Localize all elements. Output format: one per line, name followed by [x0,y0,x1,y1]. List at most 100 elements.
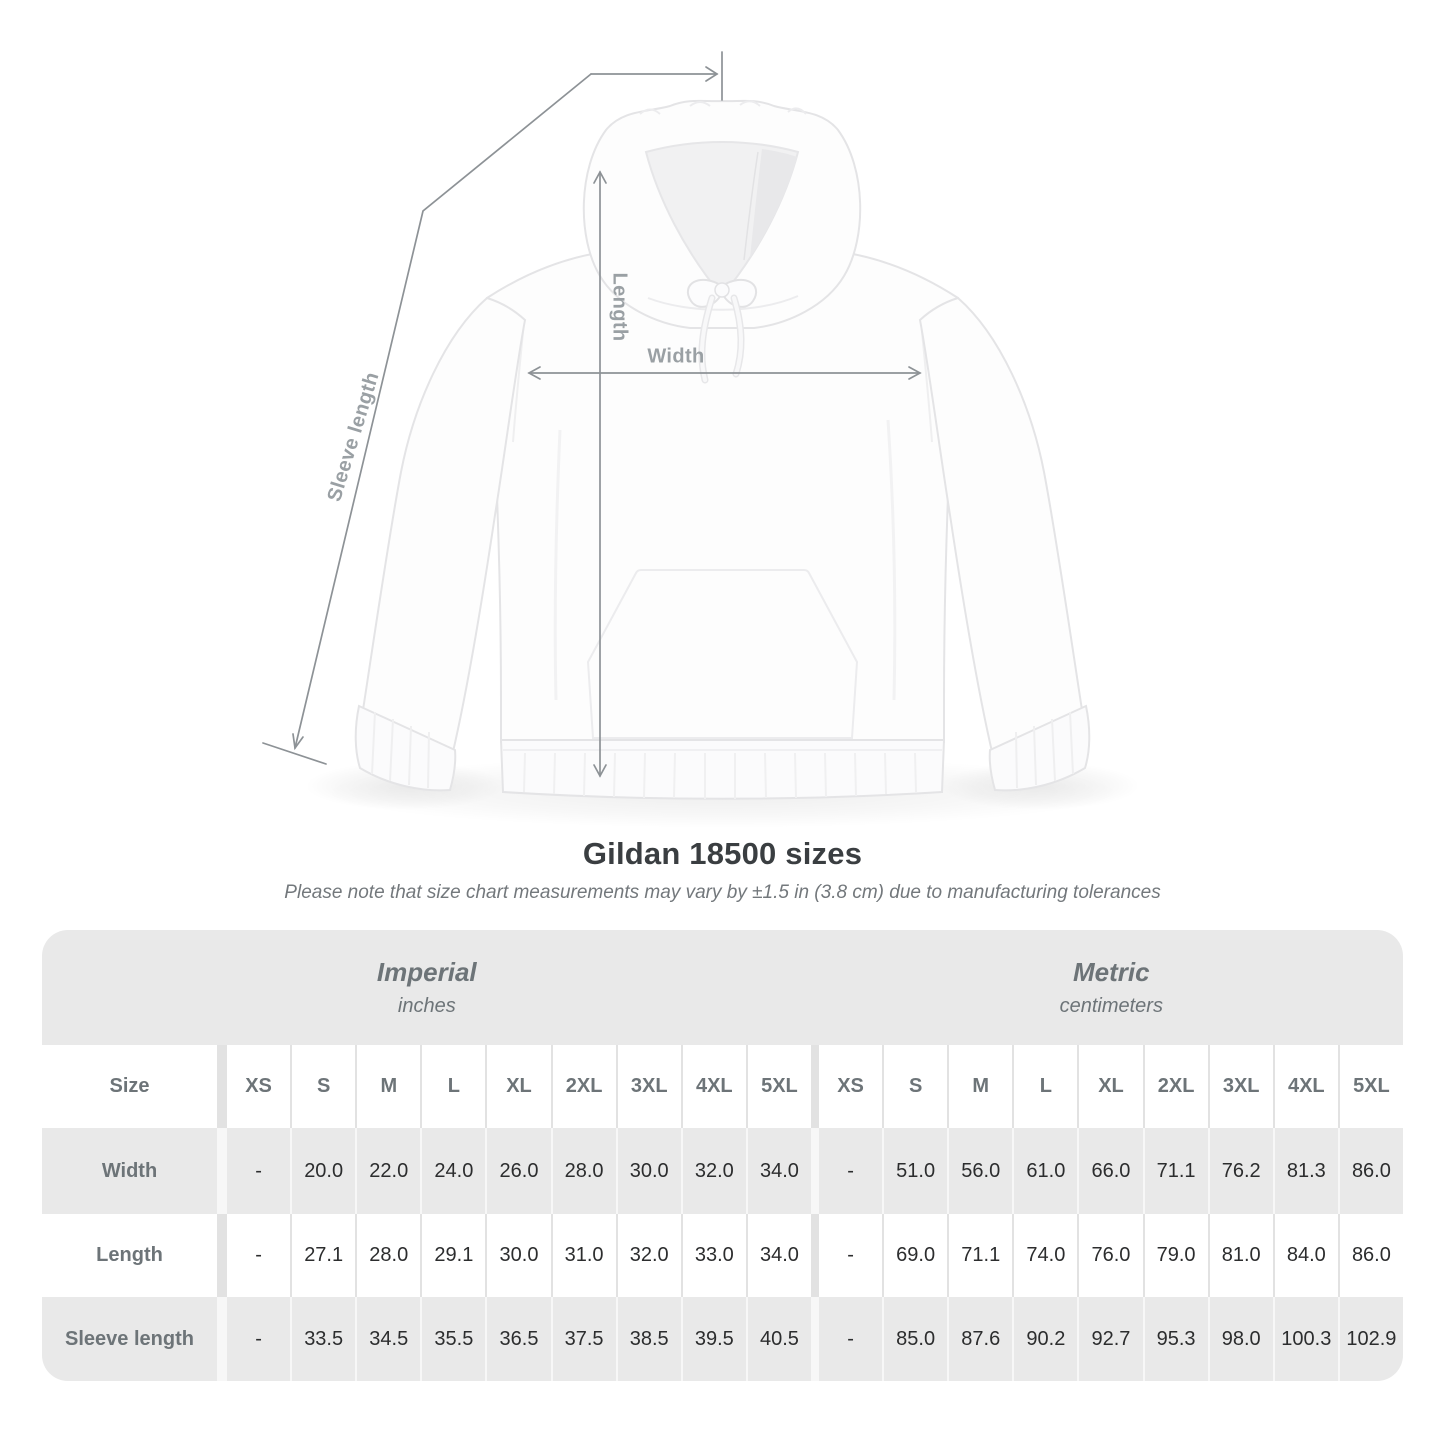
value-cell: 51.0 [884,1128,948,1214]
row-label: Sleeve length [42,1297,217,1381]
value-cell: 90.2 [1014,1297,1078,1381]
size-col-header: XS [818,1045,883,1128]
value-cell: - [227,1128,291,1214]
measurement-lines [262,51,922,778]
value-cell: 92.7 [1079,1297,1143,1381]
value-cell: 32.0 [682,1128,746,1214]
size-col-header: XL [487,1045,551,1128]
imperial-section-header: Imperial inches [42,957,812,1018]
value-cell: - [818,1128,883,1214]
value-cell: - [227,1297,291,1381]
value-cell: 61.0 [1014,1128,1078,1214]
value-cell: 56.0 [949,1128,1013,1214]
value-cell: 32.0 [617,1214,681,1297]
size-col-header: 3XL [617,1045,681,1128]
value-cell: 34.5 [357,1297,421,1381]
value-cell: - [818,1297,883,1381]
size-col-header: 4XL [682,1045,746,1128]
value-cell: 37.5 [552,1297,616,1381]
value-cell: 85.0 [884,1297,948,1381]
value-cell: 87.6 [949,1297,1013,1381]
size-col-header: S [884,1045,948,1128]
size-col-header: L [1014,1045,1078,1128]
value-cell: 40.5 [747,1297,811,1381]
table-row-sleeve-length: Sleeve length - 33.5 34.5 35.5 36.5 37.5… [42,1297,1403,1381]
size-col-header: XS [227,1045,291,1128]
value-cell: 102.9 [1339,1297,1403,1381]
neckline [647,295,799,311]
tolerance-note: Please note that size chart measurements… [284,882,1161,903]
value-cell: 86.0 [1339,1214,1403,1297]
value-cell: 36.5 [487,1297,551,1381]
value-cell: 33.5 [292,1297,356,1381]
size-col-header: 5XL [1339,1045,1403,1128]
size-corner-header: Size [42,1045,217,1128]
left-sleeve [361,296,527,758]
size-col-header: 5XL [747,1045,811,1128]
value-cell: 28.0 [357,1214,421,1297]
size-col-header: 2XL [1144,1045,1208,1128]
value-cell: 34.0 [747,1128,811,1214]
value-cell: 28.0 [552,1128,616,1214]
value-cell: 31.0 [552,1214,616,1297]
product-measurement-figure: Length Width Sleeve length [262,51,1140,828]
metric-section-header: Metric centimeters [820,957,1403,1018]
hood [582,99,862,329]
size-col-header: 4XL [1274,1045,1338,1128]
size-header-row: Size XS S M L XL 2XL 3XL 4XL 5XL XS S M … [42,1045,1403,1128]
value-cell: 30.0 [617,1128,681,1214]
value-cell: 79.0 [1144,1214,1208,1297]
length-measure-label: Length [608,272,631,342]
value-cell: 81.3 [1274,1128,1338,1214]
value-cell: 39.5 [682,1297,746,1381]
width-measure-line [527,366,922,380]
value-cell: 26.0 [487,1128,551,1214]
value-cell: 35.5 [422,1297,486,1381]
size-col-header: S [292,1045,356,1128]
table-row-width: Width - 20.0 22.0 24.0 26.0 28.0 30.0 32… [42,1128,1403,1214]
unit-header-band: Imperial inches Metric centimeters [42,930,1403,1045]
value-cell: 66.0 [1079,1128,1143,1214]
fabric-folds [553,419,897,701]
value-cell: 69.0 [884,1214,948,1297]
size-col-header: 2XL [552,1045,616,1128]
table-row-length: Length - 27.1 28.0 29.1 30.0 31.0 32.0 3… [42,1214,1403,1297]
row-label: Width [42,1128,217,1214]
right-sleeve [918,296,1084,758]
value-cell: 86.0 [1339,1128,1403,1214]
value-cell: 76.0 [1079,1214,1143,1297]
value-cell: 74.0 [1014,1214,1078,1297]
value-cell: - [818,1214,883,1297]
value-cell: 71.1 [949,1214,1013,1297]
size-col-header: M [357,1045,421,1128]
value-cell: 71.1 [1144,1128,1208,1214]
metric-section-name: Metric [1072,957,1150,987]
value-cell: 30.0 [487,1214,551,1297]
value-cell: 84.0 [1274,1214,1338,1297]
value-cell: 76.2 [1209,1128,1273,1214]
value-cell: 27.1 [292,1214,356,1297]
value-cell: 22.0 [357,1128,421,1214]
hem-band [499,739,946,800]
value-cell: 100.3 [1274,1297,1338,1381]
metric-section-unit: centimeters [1059,995,1163,1017]
value-cell: 29.1 [422,1214,486,1297]
page-title: Gildan 18500 sizes [582,836,863,871]
size-col-header: 3XL [1209,1045,1273,1128]
drawstring [686,278,758,384]
value-cell: 98.0 [1209,1297,1273,1381]
sleeve-measure-line [262,51,723,765]
value-cell: 95.3 [1144,1297,1208,1381]
size-table: Imperial inches Metric centimeters Size … [42,930,1403,1381]
imperial-section-unit: inches [397,995,456,1017]
value-cell: 38.5 [617,1297,681,1381]
width-measure-label: Width [647,345,705,368]
value-cell: 20.0 [292,1128,356,1214]
size-col-header: M [949,1045,1013,1128]
length-measure-line [593,170,607,778]
size-col-header: L [422,1045,486,1128]
hood-inner-seam [743,151,759,261]
imperial-section-name: Imperial [376,957,477,987]
value-cell: 81.0 [1209,1214,1273,1297]
size-col-header: XL [1079,1045,1143,1128]
